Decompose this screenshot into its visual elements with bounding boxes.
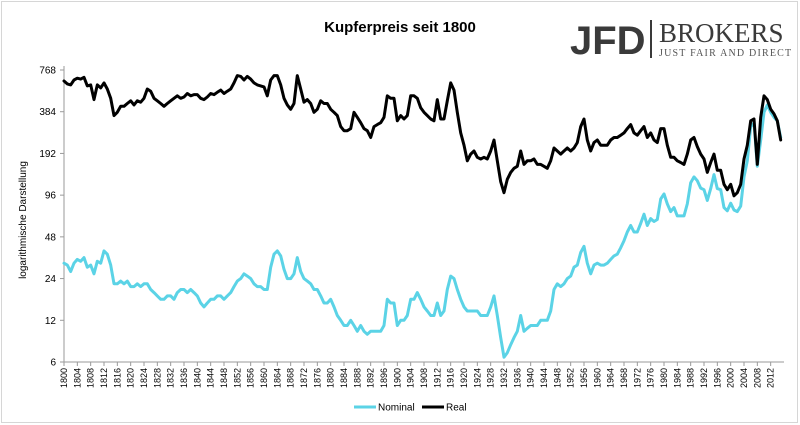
x-tick-label: 1800 [59,368,69,388]
x-tick-label: 1856 [246,368,256,388]
x-tick-label: 1892 [366,368,376,388]
x-tick-label: 1924 [472,368,482,388]
axes: 6 12 24 48 96 192 384 768 1800 1804 1808 1812 1816 18… [39,66,784,388]
legend-label-real: Real [446,403,467,414]
x-tick-label: 1900 [392,368,402,388]
x-tick-label: 1904 [406,368,416,388]
x-tick-label: 1960 [592,368,602,388]
x-tick-label: 1992 [699,368,709,388]
jfd-brokers-logo: JFD BROKERS JUST FAIR AND DIRECT [570,18,792,63]
y-tick-label: 6 [50,358,56,369]
y-tick-label: 24 [45,274,57,285]
series-line-nominal [62,103,783,359]
y-tick-label: 96 [45,191,57,202]
x-tick-label: 1848 [219,368,229,388]
x-tick-label: 1908 [419,368,429,388]
series-layer [62,74,783,359]
x-tick-label: 1872 [299,368,309,388]
x-tick-label: 1816 [112,368,122,388]
x-tick-label: 1996 [712,368,722,388]
x-tick-label: 1956 [579,368,589,388]
x-tick-label: 1808 [86,368,96,388]
x-tick-label: 1980 [659,368,669,388]
x-tick-label: 1840 [192,368,202,388]
logo-divider [650,20,652,58]
x-tick-label: 1968 [619,368,629,388]
legend: Nominal Real [354,403,467,414]
x-tick-label: 1852 [232,368,242,388]
chart-title: Kupferpreis seit 1800 [324,19,476,36]
x-tick-label: 1912 [432,368,442,388]
x-tick-label: 1932 [499,368,509,388]
x-tick-label: 1964 [606,368,616,388]
x-tick-label: 1952 [566,368,576,388]
x-tick-label: 2008 [752,368,762,388]
x-tick-label: 2004 [739,368,749,388]
series-line-real [62,74,783,198]
x-tick-label: 1896 [379,368,389,388]
x-tick-label: 1836 [179,368,189,388]
x-tick-label: 2000 [726,368,736,388]
x-tick-label: 1860 [259,368,269,388]
logo-name: BROKERS [659,18,784,48]
x-tick-label: 1984 [672,368,682,388]
x-tick-label: 1972 [632,368,642,388]
y-tick-label: 384 [39,107,56,118]
legend-label-nominal: Nominal [378,403,415,414]
x-tick-label: 1832 [166,368,176,388]
x-tick-label: 1820 [126,368,136,388]
x-tick-label: 1936 [512,368,522,388]
logo-tagline: JUST FAIR AND DIRECT [659,48,792,59]
x-tick-label: 1868 [286,368,296,388]
y-axis-label: logarithmische Darstellung [18,161,29,279]
x-tick-label: 1864 [272,368,282,388]
x-tick-label: 1944 [539,368,549,388]
x-tick-label: 1928 [486,368,496,388]
x-tick-label: 1804 [72,368,82,388]
x-tick-label: 1940 [526,368,536,388]
x-tick-label: 1888 [352,368,362,388]
x-tick-label: 1876 [312,368,322,388]
x-tick-label: 1948 [552,368,562,388]
x-tick-label: 1976 [646,368,656,388]
y-tick-label: 48 [45,232,57,243]
x-tick-label: 1812 [99,368,109,388]
logo-mark: JFD [570,19,646,63]
y-tick-label: 192 [39,149,56,160]
x-tick-label: 2012 [766,368,776,388]
y-tick-label: 768 [39,66,56,77]
y-tick-label: 12 [45,316,57,327]
x-tick-label: 1844 [206,368,216,388]
x-tick-label: 1916 [446,368,456,388]
x-tick-label: 1920 [459,368,469,388]
x-tick-label: 1828 [152,368,162,388]
x-tick-label: 1988 [686,368,696,388]
x-tick-label: 1884 [339,368,349,388]
x-tick-label: 1880 [326,368,336,388]
x-tick-label: 1824 [139,368,149,388]
